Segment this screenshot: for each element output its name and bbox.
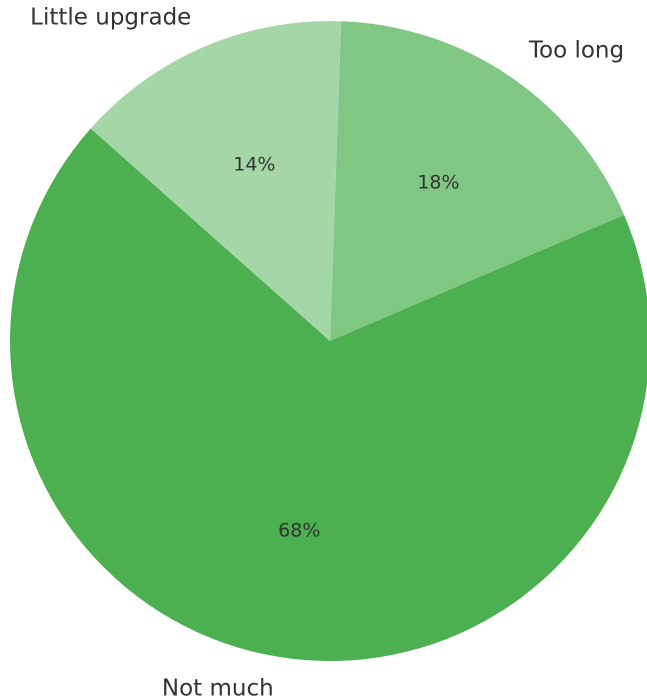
slice-label-little-upgrade: Little upgrade <box>30 4 191 30</box>
slice-percent-not-much: 68% <box>278 520 320 542</box>
pie-slice-little-upgrade <box>90 20 342 341</box>
pie-slice-too-long <box>330 21 625 341</box>
slice-label-too-long: Too long <box>528 38 624 64</box>
pie-slices <box>10 20 647 661</box>
percentage-labels: 18% 68% 14% <box>233 154 459 542</box>
category-labels: Too long Not much Little upgrade <box>30 4 624 700</box>
slice-label-not-much: Not much <box>162 675 274 700</box>
slice-percent-too-long: 18% <box>417 172 459 194</box>
slice-percent-little-upgrade: 14% <box>233 154 275 176</box>
pie-slice-not-much <box>10 128 647 661</box>
